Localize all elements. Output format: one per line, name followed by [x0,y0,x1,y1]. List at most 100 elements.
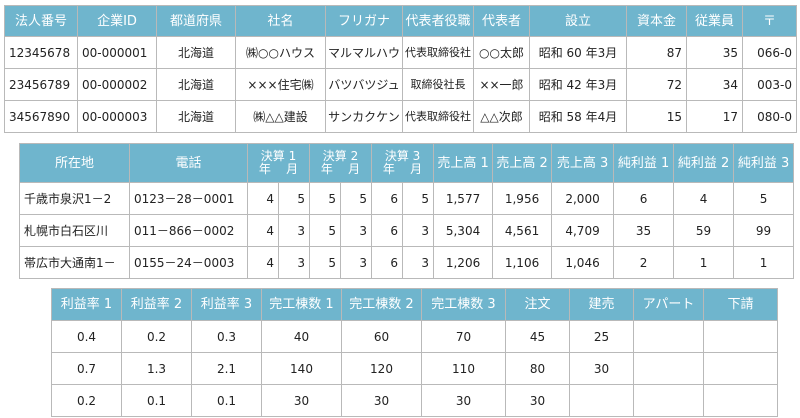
header-settlement-1: 決算 1 年 月 [246,143,311,183]
cell-company-id: 00-000002 [77,68,157,101]
cell-profit-rate-2: 1.3 [121,352,192,385]
header-custom-order: 注文 [505,288,570,321]
settlement-2-year-month: 年 月 [320,162,361,176]
cell-established: 昭和 42 年3月 [529,68,627,101]
cell-settlement-2-year: 5 [309,214,342,247]
cell-apartment [633,320,704,353]
cell-profit-rate-3: 0.3 [191,320,262,353]
cell-net-profit-3: 99 [733,214,795,247]
cell-completed-units-3: 30 [421,384,506,417]
cell-settlement-3-year: 6 [371,182,404,215]
settlement-2-label: 決算 2 [322,149,359,163]
cell-built-for-sale: 25 [569,320,634,353]
cell-settlement-3-year: 6 [371,246,404,279]
cell-prefecture: 北海道 [156,68,236,101]
cell-phone: 0155－24－0003 [129,246,248,279]
cell-sales-3: 4,709 [551,214,615,247]
cell-furigana: サンカクケン [325,100,403,133]
cell-capital: 87 [626,36,687,69]
cell-corporate-number: 34567890 [4,100,78,133]
header-sales-1: 売上高 1 [433,143,494,183]
cell-settlement-1-month: 5 [277,182,311,215]
cell-established: 昭和 60 年3月 [529,36,627,69]
financial-table: 所在地 電話 決算 1 年 月 決算 2 年 月 決算 3 年 月 売上高 1 … [19,143,795,279]
cell-settlement-1-month: 3 [277,214,311,247]
cell-completed-units-2: 120 [341,352,422,385]
cell-profit-rate-2: 0.1 [121,384,192,417]
cell-completed-units-1: 30 [261,384,342,417]
cell-apartment [633,352,704,385]
cell-postal-code: 066-0 [742,36,797,69]
cell-built-for-sale: 30 [569,352,634,385]
cell-net-profit-1: 6 [613,182,675,215]
header-postal-code: 〒 [742,5,797,37]
cell-settlement-2-month: 3 [340,214,373,247]
cell-profit-rate-2: 0.2 [121,320,192,353]
header-representative: 代表者 [473,5,530,37]
cell-sales-1: 1,206 [433,246,494,279]
header-settlement-3: 決算 3 年 月 [371,143,435,183]
cell-employees: 34 [686,68,743,101]
cell-net-profit-3: 5 [733,182,795,215]
header-completed-units-1: 完工棟数 1 [261,288,342,321]
table-row: 千歳市泉沢1－2 0123－28－0001 4 5 5 5 6 5 1,577 … [19,182,795,215]
header-prefecture: 都道府県 [156,5,236,37]
cell-rep-title: 代表取締役社 [402,36,474,69]
cell-capital: 72 [626,68,687,101]
cell-custom-order: 45 [505,320,570,353]
cell-net-profit-2: 59 [673,214,735,247]
cell-company-name: ㈱△△建設 [235,100,326,133]
cell-company-id: 00-000001 [77,36,157,69]
cell-net-profit-2: 1 [673,246,735,279]
cell-capital: 15 [626,100,687,133]
cell-settlement-2-year: 5 [309,182,342,215]
cell-apartment [633,384,704,417]
header-sales-3: 売上高 3 [551,143,615,183]
settlement-3-label: 決算 3 [384,149,421,163]
cell-profit-rate-1: 0.4 [51,320,122,353]
cell-sales-2: 1,956 [492,182,553,215]
cell-built-for-sale [569,384,634,417]
cell-phone: 0123－28－0001 [129,182,248,215]
cell-company-name: ×××住宅㈱ [235,68,326,101]
cell-sales-3: 2,000 [551,182,615,215]
header-profit-rate-1: 利益率 1 [51,288,122,321]
header-subcontract: 下請 [703,288,778,321]
cell-postal-code: 080-0 [742,100,797,133]
cell-settlement-2-year: 5 [309,246,342,279]
cell-address: 千歳市泉沢1－2 [19,182,130,215]
header-apartment: アパート [633,288,704,321]
cell-furigana: マルマルハウ [325,36,403,69]
header-net-profit-3: 純利益 3 [733,143,795,183]
cell-completed-units-2: 60 [341,320,422,353]
company-info-table: 法人番号 企業ID 都道府県 社名 フリガナ 代表者役職 代表者 設立 資本金 … [4,5,797,133]
cell-rep-title: 取締役社長 [402,68,474,101]
ratios-table: 利益率 1 利益率 2 利益率 3 完工棟数 1 完工棟数 2 完工棟数 3 注… [51,288,778,417]
cell-completed-units-3: 70 [421,320,506,353]
cell-subcontract [703,320,778,353]
cell-completed-units-1: 40 [261,320,342,353]
header-furigana: フリガナ [325,5,403,37]
cell-net-profit-1: 2 [613,246,675,279]
settlement-1-year-month: 年 月 [258,162,299,176]
cell-employees: 35 [686,36,743,69]
table-row: 23456789 00-000002 北海道 ×××住宅㈱ バツバツジュ 取締役… [4,68,797,101]
header-settlement-2: 決算 2 年 月 [309,143,373,183]
header-profit-rate-2: 利益率 2 [121,288,192,321]
header-company-name: 社名 [235,5,326,37]
header-rep-title: 代表者役職 [402,5,474,37]
cell-established: 昭和 58 年4月 [529,100,627,133]
cell-sales-2: 4,561 [492,214,553,247]
cell-completed-units-2: 30 [341,384,422,417]
cell-company-id: 00-000003 [77,100,157,133]
cell-representative: ○○太郎 [473,36,530,69]
cell-settlement-2-month: 5 [340,182,373,215]
cell-address: 札幌市白石区川 [19,214,130,247]
header-company-id: 企業ID [77,5,157,37]
table-header-row: 利益率 1 利益率 2 利益率 3 完工棟数 1 完工棟数 2 完工棟数 3 注… [51,288,778,321]
table-header-row: 所在地 電話 決算 1 年 月 決算 2 年 月 決算 3 年 月 売上高 1 … [19,143,795,183]
cell-employees: 17 [686,100,743,133]
header-phone: 電話 [129,143,248,183]
cell-completed-units-3: 110 [421,352,506,385]
cell-corporate-number: 23456789 [4,68,78,101]
